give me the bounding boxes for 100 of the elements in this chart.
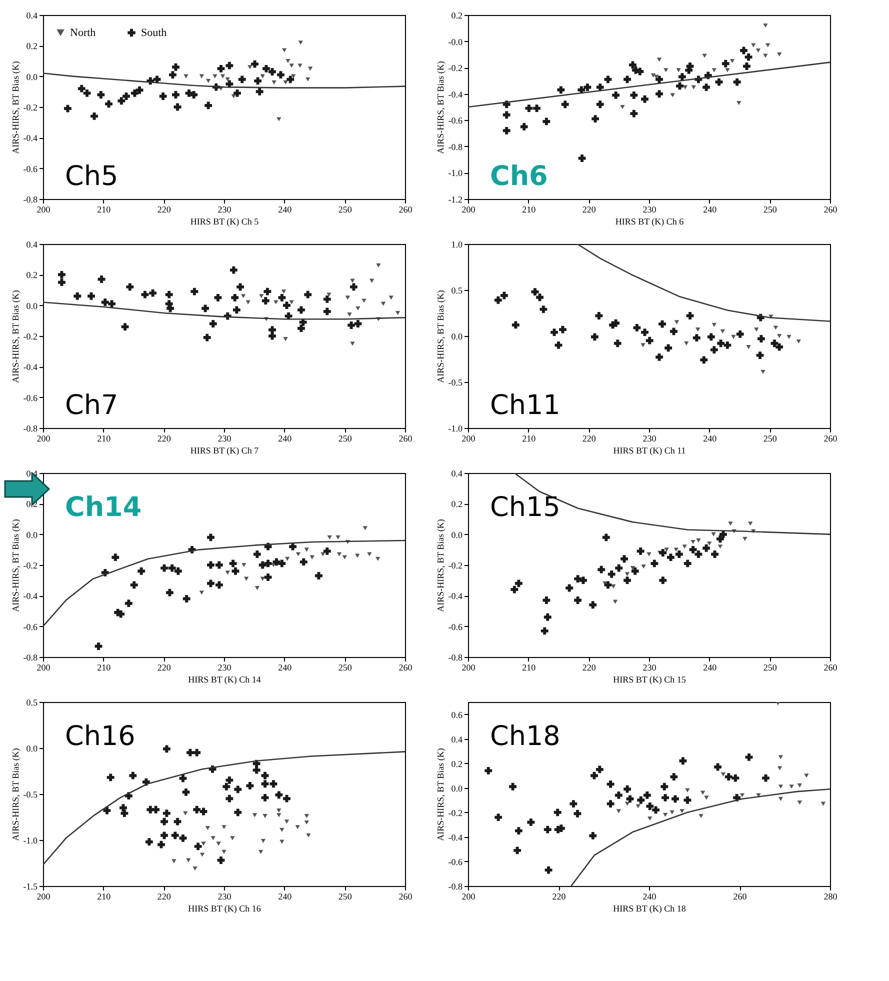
x-tick-label: 260 <box>398 892 413 902</box>
point <box>289 542 296 550</box>
point <box>641 564 646 569</box>
point <box>720 772 726 776</box>
point <box>678 73 686 80</box>
x-tick-label: 230 <box>642 662 657 672</box>
point <box>278 294 286 302</box>
x-tick-label: 210 <box>97 434 112 444</box>
point <box>152 806 160 814</box>
point <box>298 306 305 314</box>
point <box>258 850 264 854</box>
y-tick-label: -0.4 <box>23 591 38 602</box>
point <box>670 328 678 336</box>
y-tick-label: 0.0 <box>26 300 38 311</box>
point <box>210 836 216 840</box>
point <box>216 842 221 846</box>
point <box>225 77 230 82</box>
point <box>141 290 149 298</box>
point <box>217 64 225 72</box>
y-tick-label: -0.5 <box>448 378 463 388</box>
point <box>252 813 258 818</box>
point <box>566 584 574 592</box>
y-tick-label: 0.6 <box>451 710 463 720</box>
x-tick-label: 200 <box>462 204 476 214</box>
y-tick-label: 0.2 <box>26 41 38 52</box>
y-tick-label: -0.2 <box>448 560 462 570</box>
point <box>554 341 562 349</box>
point <box>604 581 612 589</box>
point <box>754 328 759 332</box>
point <box>169 71 176 79</box>
x-tick-label: 240 <box>642 892 657 902</box>
x-tick-label: 250 <box>338 662 352 672</box>
point <box>254 586 260 590</box>
point <box>736 101 742 106</box>
point <box>260 838 266 843</box>
point <box>232 306 240 314</box>
point <box>797 783 802 788</box>
point <box>502 111 510 119</box>
point <box>702 54 707 58</box>
point <box>484 766 492 774</box>
point <box>732 774 740 782</box>
legend-label: South <box>141 26 168 39</box>
point <box>97 91 105 98</box>
point <box>717 340 725 348</box>
point <box>149 289 157 297</box>
x-tick-label: 220 <box>582 204 596 214</box>
point <box>206 78 211 83</box>
point <box>231 294 239 302</box>
point <box>246 782 254 790</box>
point <box>220 74 226 78</box>
point <box>660 782 668 790</box>
point <box>559 326 566 334</box>
point <box>88 292 95 300</box>
y-axis-title: AIRS-HIRS, BT Bias (K) <box>435 290 446 383</box>
annotation: Ch18 <box>490 721 560 752</box>
point <box>540 627 548 635</box>
y-tick-label: -1.5 <box>23 882 38 892</box>
point <box>751 43 756 48</box>
point <box>194 842 202 850</box>
point <box>670 810 674 814</box>
point <box>658 320 666 328</box>
y-tick-label: -0.2 <box>448 808 462 818</box>
x-tick-label: 230 <box>642 434 657 444</box>
point <box>160 818 168 826</box>
point <box>308 66 313 71</box>
x-tick-label: 260 <box>824 434 838 444</box>
point <box>376 263 381 268</box>
point <box>280 828 284 832</box>
x-axis-title: HIRS BT (K) Ch 16 <box>188 904 262 914</box>
point <box>306 77 310 82</box>
point <box>298 64 302 68</box>
point <box>746 345 751 350</box>
point <box>200 808 208 816</box>
point <box>684 796 692 804</box>
x-tick-label: 220 <box>157 434 172 444</box>
point <box>724 773 732 781</box>
point <box>630 91 638 99</box>
point <box>514 827 522 835</box>
y-tick-label: 0.4 <box>26 10 38 20</box>
point <box>395 310 400 316</box>
point <box>502 126 510 134</box>
point <box>725 68 730 72</box>
point <box>584 84 592 91</box>
point <box>510 586 518 594</box>
x-tick-label: 260 <box>824 662 838 672</box>
point <box>162 810 170 818</box>
y-tick-label: 0.0 <box>451 530 463 540</box>
point <box>103 806 111 814</box>
y-tick-label: -0.2 <box>23 332 38 342</box>
point <box>230 266 238 274</box>
point <box>606 800 614 808</box>
point <box>190 288 198 296</box>
y-tick-label: -0.0 <box>448 36 463 47</box>
point <box>542 118 550 126</box>
point <box>234 786 242 794</box>
point <box>606 780 614 788</box>
point <box>289 300 294 304</box>
x-axis-title: HIRS BT (K) Ch 11 <box>613 446 686 456</box>
y-axis-title: AIRS-HIRS, BT Bias (K) <box>10 748 20 841</box>
x-tick-label: 250 <box>763 204 778 214</box>
